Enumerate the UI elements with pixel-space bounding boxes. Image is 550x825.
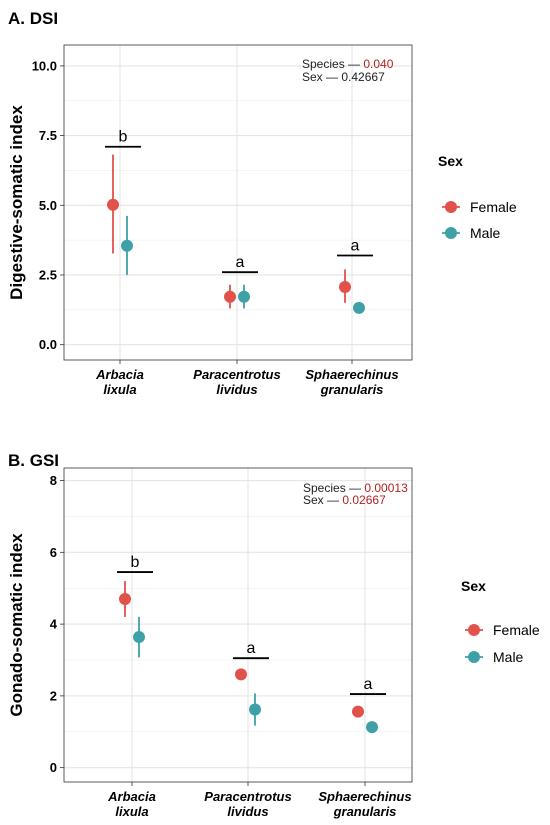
panel-title: B. GSI [8, 451, 59, 470]
plot-border [63, 467, 413, 783]
series-female [119, 581, 364, 718]
data-point [353, 301, 365, 314]
y-tick-label: 2 [50, 688, 57, 703]
series-male [133, 616, 378, 734]
legend-label: Female [470, 199, 517, 215]
legend-label: Female [493, 622, 540, 638]
x-tick-label: granularis [333, 804, 397, 819]
stats-annotation: Species — 0.040 [302, 57, 394, 71]
y-tick-label: 2.5 [39, 267, 57, 282]
stats-annotation: Sex — 0.42667 [302, 70, 385, 84]
data-point [133, 631, 145, 644]
stats-value: 0.42667 [341, 70, 385, 84]
stats-value: 0.00013 [364, 481, 408, 495]
significance-letter: a [236, 254, 245, 271]
significance-letter: b [131, 554, 140, 571]
data-point [339, 280, 351, 293]
x-tick-label: Paracentrotus [204, 789, 291, 804]
legend-label: Male [493, 649, 524, 665]
plot-background [64, 468, 412, 782]
y-tick-label: 4 [50, 617, 58, 632]
legend-key-point [445, 201, 457, 213]
significance-letter: a [364, 676, 373, 693]
y-axis-title: Digestive-somatic index [7, 105, 26, 300]
data-point [224, 290, 236, 303]
data-point [235, 668, 247, 681]
legend-key-point [468, 624, 480, 636]
legend: Sex Female Male [461, 578, 540, 665]
stats-label: Species — [302, 57, 363, 71]
stats-label: Sex — [303, 493, 342, 507]
y-tick-label: 8 [50, 473, 57, 488]
x-tick-label: Arbacia [107, 789, 156, 804]
series-male [121, 215, 365, 314]
panel-title: A. DSI [8, 9, 58, 28]
x-tick-label: Arbacia [95, 367, 144, 382]
stats-label: Sex — [302, 70, 341, 84]
y-tick-label: 6 [50, 545, 57, 560]
y-tick-label: 10.0 [32, 58, 57, 73]
legend-title: Sex [461, 578, 486, 594]
stats-label: Species — [303, 481, 364, 495]
legend-label: Male [470, 225, 501, 241]
plot-border [63, 44, 413, 361]
x-tick-label: Paracentrotus [193, 367, 280, 382]
legend-key-point [468, 651, 480, 663]
y-axis-title: Gonado-somatic index [7, 533, 26, 717]
x-tick-label: granularis [320, 382, 384, 397]
y-tick-label: 5.0 [39, 198, 57, 213]
stats-annotation: Species — 0.00013 [303, 481, 408, 495]
significance-letter: b [119, 129, 128, 146]
data-point [366, 721, 378, 734]
x-tick-label: lixula [115, 804, 148, 819]
data-point [107, 198, 119, 211]
stats-value: 0.02667 [342, 493, 386, 507]
x-tick-label: lividus [216, 382, 257, 397]
y-tick-label: 0 [50, 760, 57, 775]
legend: Sex Female Male [438, 153, 517, 241]
significance-letter: a [247, 640, 256, 657]
data-point [121, 239, 133, 252]
y-tick-label: 0.0 [39, 337, 57, 352]
y-tick-label: 7.5 [39, 128, 57, 143]
data-point [119, 592, 131, 605]
data-point [238, 290, 250, 303]
stats-value: 0.040 [363, 57, 393, 71]
x-tick-label: lixula [103, 382, 136, 397]
x-tick-label: lividus [227, 804, 268, 819]
data-point [249, 703, 261, 716]
data-point [352, 705, 364, 718]
series-female [107, 154, 351, 309]
chart-panel-a: A. DSI 0.0 2.5 5.0 7.5 10.0 Digestive-somatic … [7, 9, 517, 397]
significance-letter: a [351, 237, 360, 254]
legend-key-point [445, 227, 457, 239]
stats-annotation: Sex — 0.02667 [303, 493, 386, 507]
x-tick-label: Sphaerechinus [305, 367, 398, 382]
x-tick-label: Sphaerechinus [318, 789, 411, 804]
legend-title: Sex [438, 153, 463, 169]
